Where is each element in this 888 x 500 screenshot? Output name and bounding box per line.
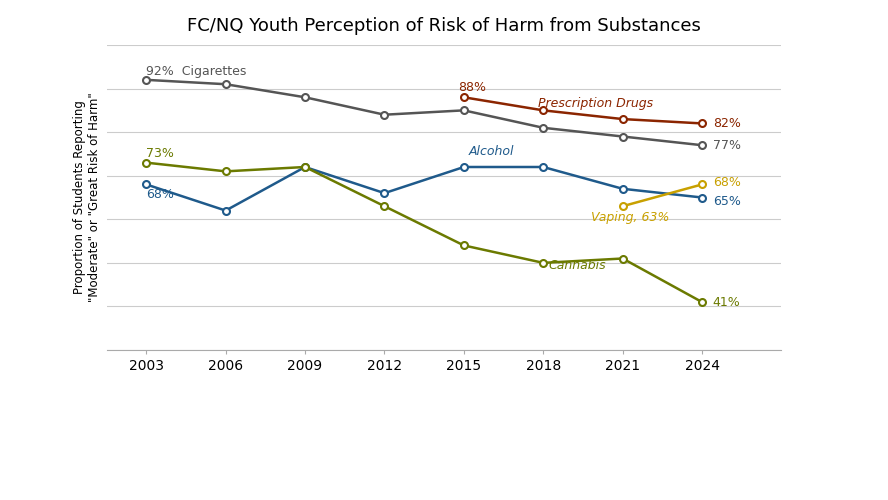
Text: Prescription Drugs: Prescription Drugs (538, 98, 653, 110)
Title: FC/NQ Youth Perception of Risk of Harm from Substances: FC/NQ Youth Perception of Risk of Harm f… (187, 17, 701, 35)
Text: Cannabis: Cannabis (549, 258, 607, 272)
Text: 88%: 88% (458, 81, 487, 94)
Text: 65%: 65% (713, 196, 741, 208)
Y-axis label: Proportion of Students Reporting
"Moderate" or "Great Risk of Harm": Proportion of Students Reporting "Modera… (73, 92, 101, 302)
Text: 68%: 68% (713, 176, 741, 189)
Text: 73%: 73% (147, 148, 174, 160)
Text: 68%: 68% (147, 188, 174, 201)
Text: 41%: 41% (713, 296, 741, 308)
Text: 82%: 82% (713, 117, 741, 130)
Text: 77%: 77% (713, 138, 741, 151)
Text: Alcohol: Alcohol (469, 146, 515, 158)
Text: 92%  Cigarettes: 92% Cigarettes (147, 64, 247, 78)
Text: Vaping, 63%: Vaping, 63% (591, 210, 670, 224)
